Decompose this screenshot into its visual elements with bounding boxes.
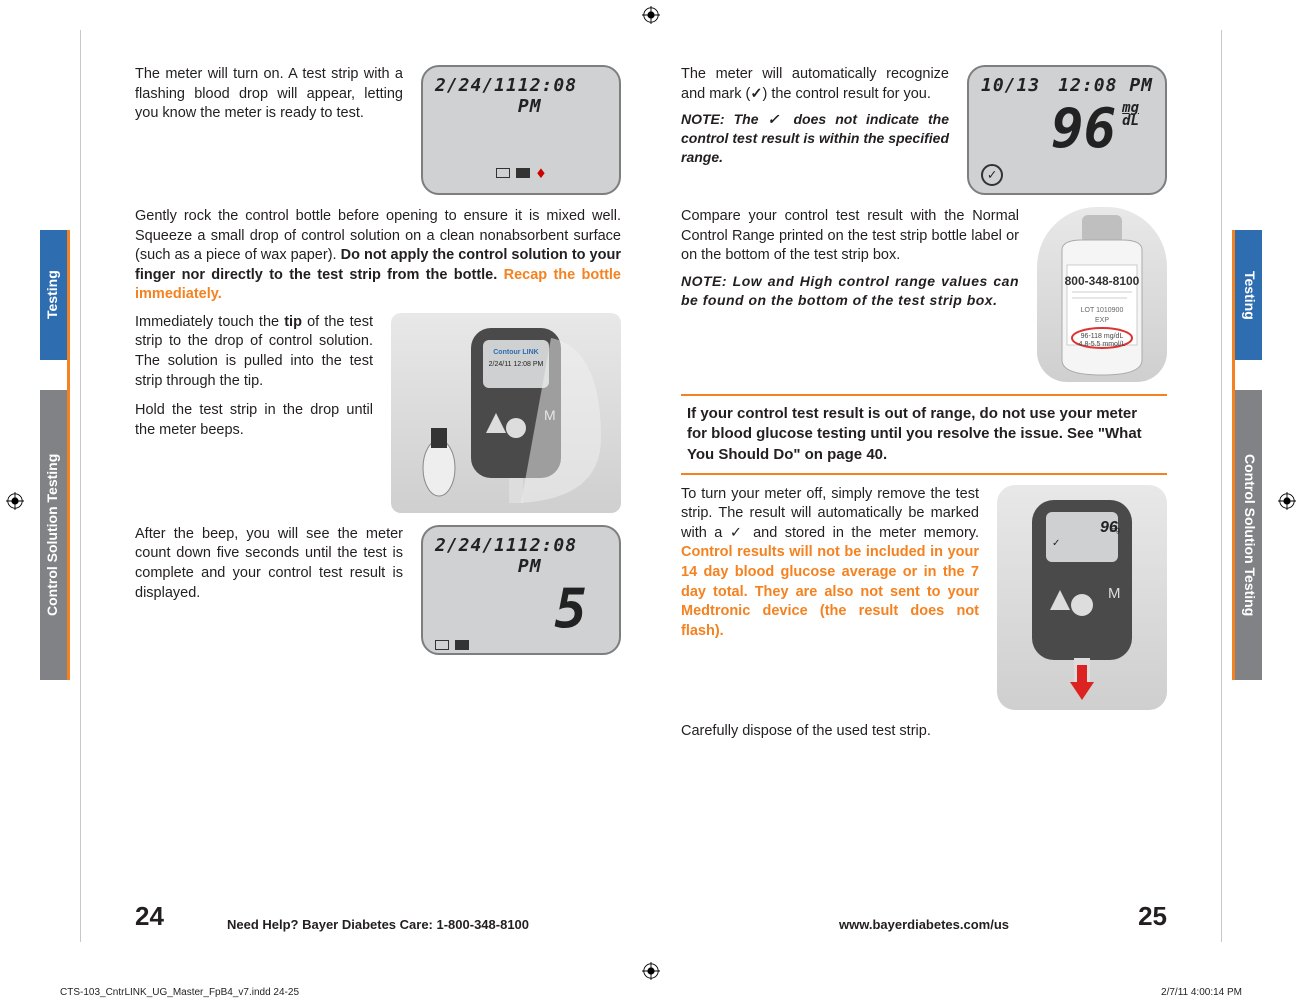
svg-text:2/24/11 12:08 PM: 2/24/11 12:08 PM <box>489 361 544 368</box>
orange-rule <box>1232 230 1235 680</box>
svg-text:M: M <box>1108 585 1121 602</box>
note-text: NOTE: Low and High control range values … <box>681 272 1019 310</box>
body-text: To turn your meter off, simply remove th… <box>681 485 979 710</box>
trim-line <box>1221 30 1222 942</box>
meter-with-strip-illustration: Contour LINK 2/24/11 12:08 PM M <box>391 313 621 513</box>
svg-text:mg: mg <box>1110 527 1120 534</box>
strip-dark-icon <box>516 168 530 178</box>
body-text: Compare your control test result with th… <box>681 207 1019 382</box>
side-tab-control-solution: Control Solution Testing <box>1234 390 1262 680</box>
footer-url: www.bayerdiabetes.com/us <box>839 917 1009 932</box>
meter-screen-ready: 2/24/11 12:08 PM ♦ <box>421 65 621 195</box>
side-tab-testing: Testing <box>1234 230 1262 360</box>
body-text: Gently rock the control bottle before op… <box>135 207 621 305</box>
control-bottle-illustration: 800-348-8100 LOT 1010900 EXP 96-118 mg/d… <box>1037 207 1167 382</box>
strip-icon <box>496 168 510 178</box>
lcd-date: 10/13 <box>981 75 1040 96</box>
meter-remove-strip-illustration: 96 mg ✓ M <box>997 485 1167 710</box>
lcd-date: 2/24/11 <box>435 75 518 117</box>
lcd-units: mgdL <box>1122 102 1139 127</box>
right-page: Testing Control Solution Testing The met… <box>651 30 1262 942</box>
warning-callout: If your control test result is out of ra… <box>681 394 1167 475</box>
page-number: 24 <box>135 901 190 932</box>
help-phone: Need Help? Bayer Diabetes Care: 1-800-34… <box>227 917 529 932</box>
registration-mark-icon <box>642 6 660 24</box>
blood-drop-icon: ♦ <box>536 164 546 183</box>
orange-rule <box>67 230 70 680</box>
registration-mark-icon <box>642 962 660 980</box>
lcd-time: 12:08 PM <box>518 75 607 117</box>
svg-text:✓: ✓ <box>1052 538 1060 549</box>
strip-icon <box>435 640 449 650</box>
lcd-date: 2/24/11 <box>435 535 518 577</box>
meter-screen-result: 10/13 12:08 PM 96 mgdL ✓ <box>967 65 1167 195</box>
left-page: Testing Control Solution Testing The met… <box>40 30 651 942</box>
body-text: The meter will turn on. A test strip wit… <box>135 65 403 195</box>
side-tab-control-solution: Control Solution Testing <box>40 390 68 680</box>
lcd-time: 12:08 PM <box>1058 75 1153 96</box>
side-tab-testing: Testing <box>40 230 68 360</box>
svg-text:Contour LINK: Contour LINK <box>493 349 539 356</box>
file-path: CTS-103_CntrLINK_UG_Master_FpB4_v7.indd … <box>60 987 299 998</box>
meter-screen-countdown: 2/24/11 12:08 PM 5 <box>421 525 621 655</box>
svg-text:800-348-8100: 800-348-8100 <box>1065 274 1140 288</box>
body-text: Carefully dispose of the used test strip… <box>681 722 1167 742</box>
check-icon: ✓ <box>981 164 1003 186</box>
file-metadata: CTS-103_CntrLINK_UG_Master_FpB4_v7.indd … <box>60 987 1242 998</box>
svg-text:LOT 1010900: LOT 1010900 <box>1081 307 1124 314</box>
body-text: The meter will automatically recognize a… <box>681 65 949 195</box>
page-spread: Testing Control Solution Testing The met… <box>40 30 1262 942</box>
strip-dark-icon <box>455 640 469 650</box>
svg-text:96-118 mg/dL: 96-118 mg/dL <box>1081 333 1124 340</box>
svg-text:EXP: EXP <box>1095 317 1109 324</box>
file-timestamp: 2/7/11 4:00:14 PM <box>1161 987 1242 998</box>
registration-mark-icon <box>6 492 24 510</box>
lcd-time: 12:08 PM <box>518 535 607 577</box>
body-text: After the beep, you will see the meter c… <box>135 525 403 655</box>
trim-line <box>80 30 81 942</box>
registration-mark-icon <box>1278 492 1296 510</box>
lcd-value: 5 <box>435 577 607 640</box>
svg-text:4.8-5.5 mmol/L: 4.8-5.5 mmol/L <box>1079 341 1126 348</box>
body-text: Immediately touch the tip of the test st… <box>135 313 373 513</box>
note-text: NOTE: The ✓ does not indicate the contro… <box>681 110 949 167</box>
lcd-value: 96 <box>1051 97 1116 160</box>
page-number: 25 <box>1112 901 1167 932</box>
